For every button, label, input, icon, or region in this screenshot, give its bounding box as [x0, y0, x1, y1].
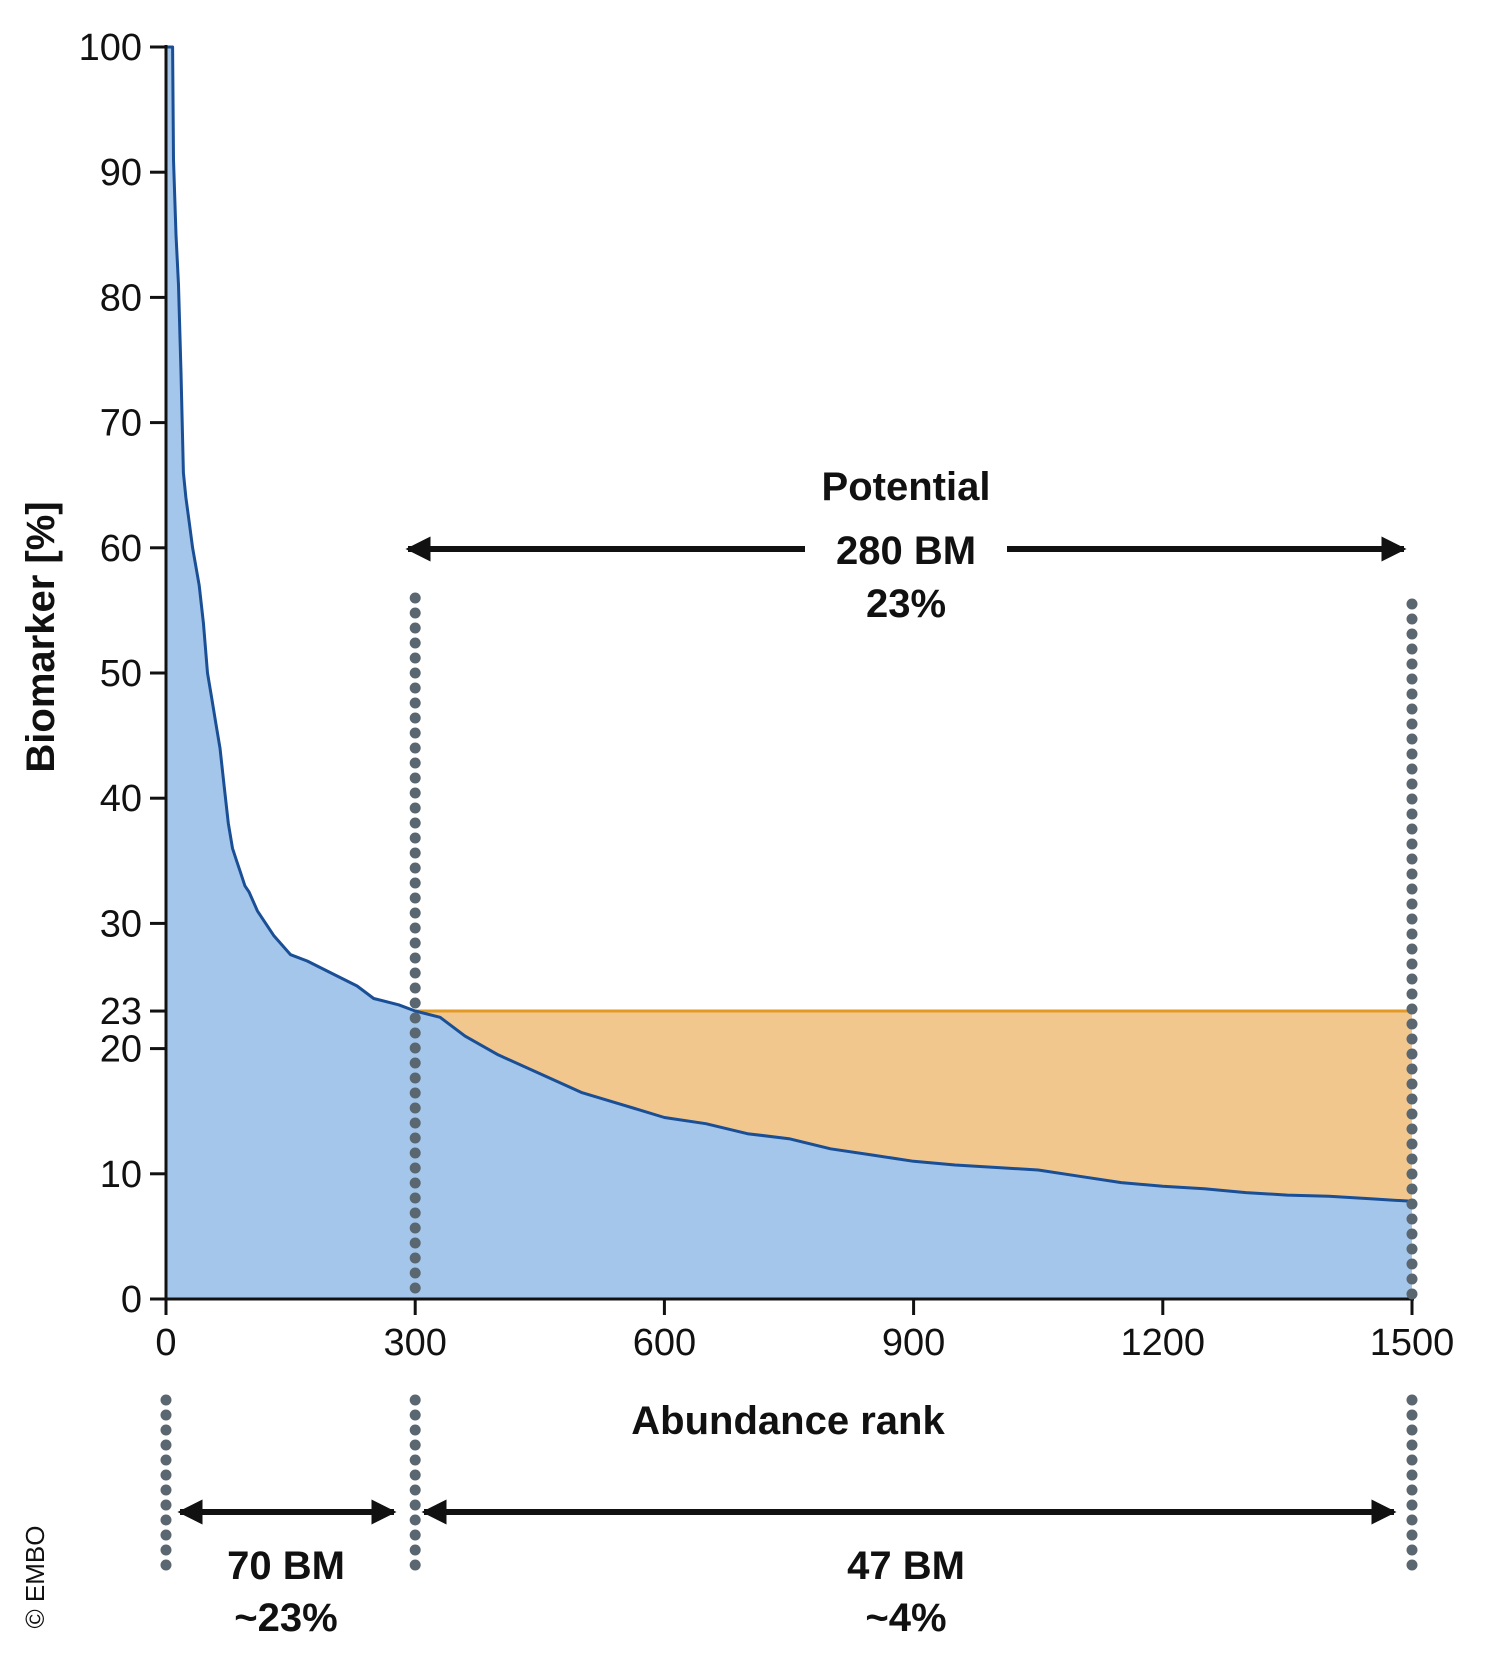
y-tick-label: 30: [100, 903, 142, 945]
y-tick-label: 10: [100, 1154, 142, 1196]
x-tick-label: 900: [882, 1322, 945, 1364]
y-tick-label: 90: [100, 152, 142, 194]
potential-count-label: 280 BM: [836, 529, 976, 573]
biomarker-curve-line: [166, 45, 1413, 1203]
y-axis-title: Biomarker [%]: [19, 501, 63, 772]
y-tick-label: 50: [100, 653, 142, 695]
right-percent-label: ~4%: [865, 1596, 946, 1640]
y-tick-label: 70: [100, 403, 142, 445]
y-tick-label: 20: [100, 1029, 142, 1071]
y-tick-label: 100: [79, 27, 142, 69]
left-count-label: 70 BM: [227, 1544, 345, 1588]
left-percent-label: ~23%: [234, 1596, 337, 1640]
x-tick-label: 1200: [1121, 1322, 1206, 1364]
x-tick-label: 600: [633, 1322, 696, 1364]
right-count-label: 47 BM: [847, 1544, 965, 1588]
plot-area: [166, 45, 1413, 1299]
x-tick-label: 300: [383, 1322, 446, 1364]
potential-title: Potential: [822, 465, 991, 509]
x-axis-title: Abundance rank: [631, 1399, 945, 1443]
y-tick-label: 80: [100, 277, 142, 319]
biomarker-area-fill: [166, 47, 1412, 1299]
y-tick-label: 23: [100, 991, 142, 1033]
potential-percent-label: 23%: [866, 582, 946, 626]
potential-gap-area: [415, 1011, 1412, 1202]
x-tick-label: 0: [155, 1322, 176, 1364]
dotted-dividers: [160, 592, 1418, 1574]
bottom-annotation: 70 BM ~23% 47 BM ~4%: [177, 1499, 1397, 1640]
potential-annotation: Potential 280 BM 23%: [405, 465, 1407, 626]
x-axis-ticks: 0 300 600 900 1200 1500: [155, 1299, 1454, 1364]
y-tick-label: 40: [100, 778, 142, 820]
x-tick-label: 1500: [1370, 1322, 1455, 1364]
y-tick-label: 60: [100, 528, 142, 570]
y-tick-label: 0: [121, 1279, 142, 1321]
copyright-notice: © EMBO: [20, 1526, 50, 1629]
